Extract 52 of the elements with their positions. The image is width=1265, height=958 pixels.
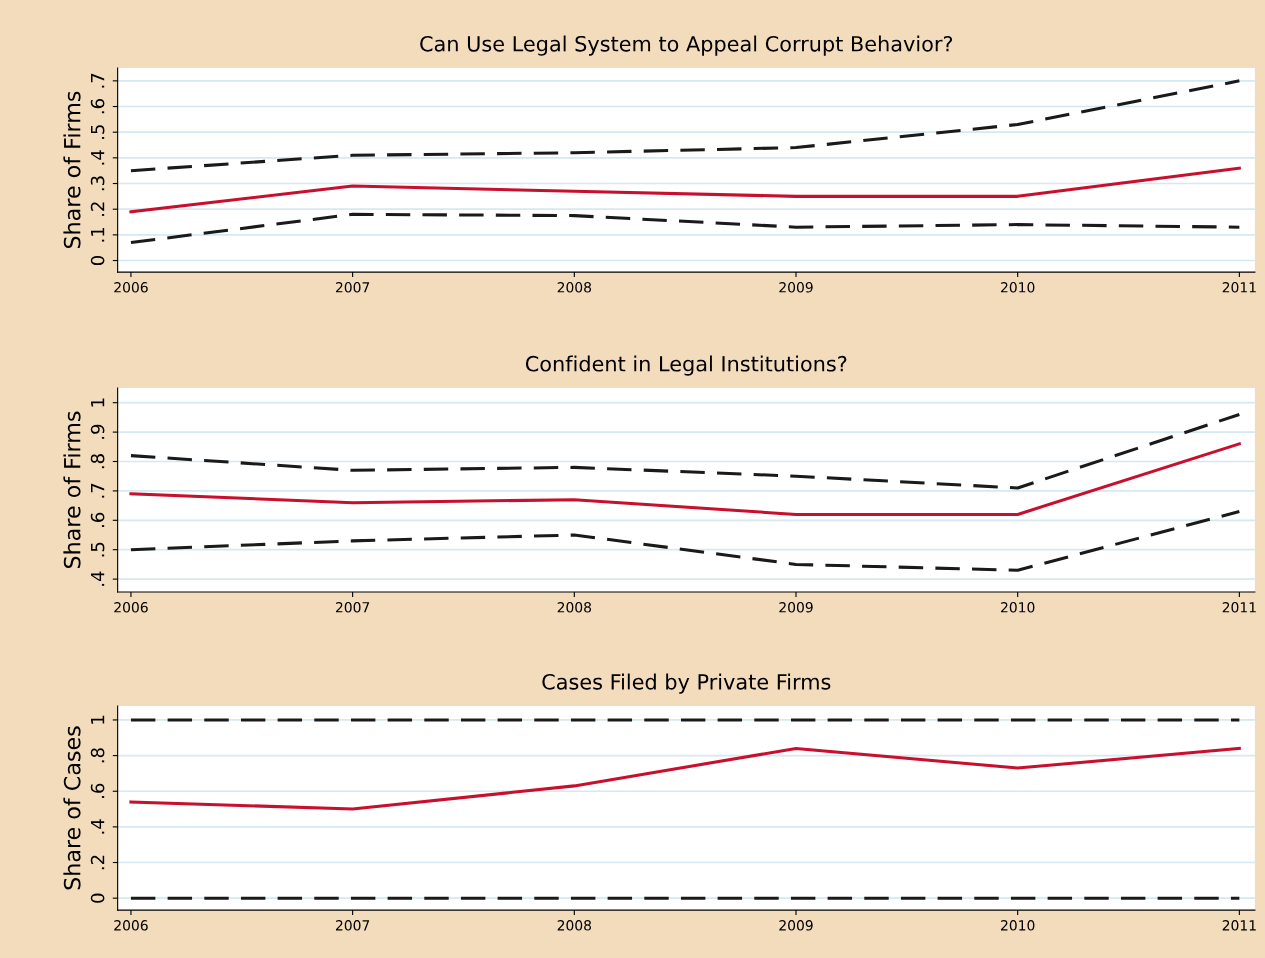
y-axis-title: Share of Firms — [63, 411, 81, 569]
x-tick-label: 2006 — [114, 602, 148, 613]
line-series — [129, 509, 1241, 572]
y-tick-label: .7 — [91, 483, 105, 498]
y-tick-label: 0 — [90, 893, 105, 903]
x-tick-label: 2010 — [1001, 920, 1035, 931]
y-tick-label: .6 — [90, 99, 105, 114]
line-series — [129, 79, 1241, 173]
x-tick-label: 2007 — [335, 602, 370, 613]
chart-title: Confident in Legal Institutions? — [525, 355, 847, 376]
y-tick-label: .3 — [90, 176, 105, 191]
y-tick-label: .2 — [90, 855, 105, 870]
y-tick-label: .5 — [91, 542, 105, 557]
x-tick-label: 2008 — [557, 920, 592, 931]
y-tick-label: 1 — [91, 715, 105, 724]
x-tick-label: 2008 — [557, 282, 592, 293]
y-tick-label: .1 — [91, 227, 105, 242]
x-tick-label: 2007 — [335, 920, 370, 931]
y-tick-label: .4 — [91, 150, 105, 165]
x-tick-label: 2006 — [114, 282, 148, 293]
y-tick-label: .8 — [90, 454, 105, 469]
x-tick-label: 2009 — [779, 602, 813, 613]
y-tick-label: .2 — [90, 202, 105, 216]
y-tick-label: 1 — [91, 398, 105, 407]
x-tick-label: 2007 — [335, 282, 370, 293]
y-tick-label: .8 — [90, 748, 105, 763]
y-tick-label: 0 — [90, 255, 105, 266]
x-tick-label: 2011 — [1222, 920, 1256, 931]
line-series — [129, 746, 1241, 811]
y-tick-label: .7 — [91, 73, 105, 88]
y-tick-label: .5 — [91, 125, 105, 139]
x-tick-label: 2006 — [114, 920, 148, 931]
x-tick-label: 2010 — [1001, 602, 1035, 613]
y-tick-label: .9 — [90, 424, 105, 439]
x-tick-label: 2010 — [1001, 282, 1035, 293]
chart-title: Cases Filed by Private Firms — [542, 673, 831, 694]
line-series — [129, 412, 1241, 490]
line-series — [129, 212, 1241, 245]
x-tick-label: 2009 — [779, 282, 813, 293]
line-series — [129, 166, 1241, 214]
y-axis-title: Share of Firms — [63, 91, 81, 249]
x-tick-label: 2008 — [557, 602, 592, 613]
y-axis-title: Share of Cases — [63, 726, 81, 890]
line-series — [129, 442, 1241, 516]
x-tick-label: 2011 — [1222, 282, 1256, 293]
y-tick-label: .4 — [91, 819, 105, 834]
x-tick-label: 2009 — [779, 920, 813, 931]
y-tick-label: .4 — [91, 571, 105, 586]
x-tick-label: 2011 — [1222, 602, 1256, 613]
chart-title: Can Use Legal System to Appeal Corrupt Behavior? — [420, 35, 953, 56]
y-tick-label: .6 — [90, 512, 105, 527]
y-tick-label: .6 — [90, 783, 105, 798]
